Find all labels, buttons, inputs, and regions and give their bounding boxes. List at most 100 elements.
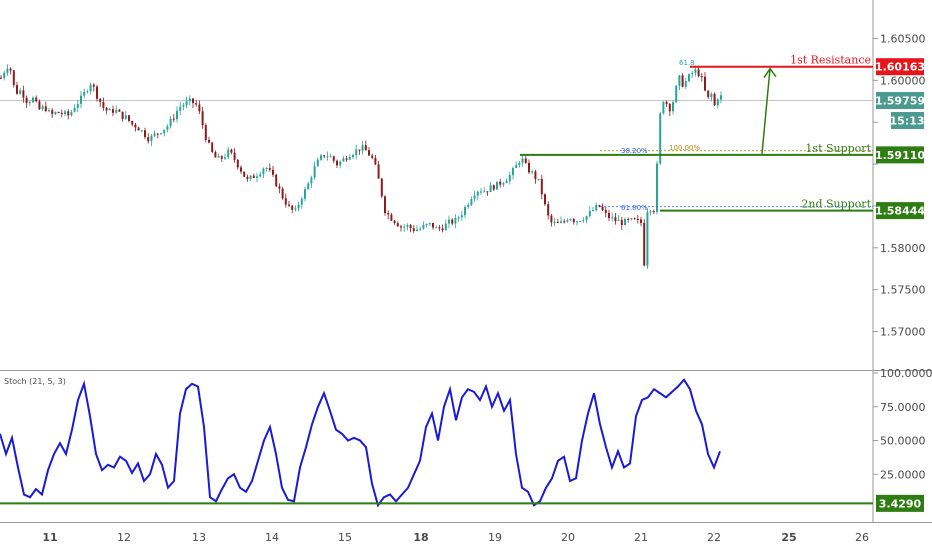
candle-body <box>384 196 386 214</box>
candle-body <box>137 127 140 131</box>
candle-body <box>89 84 92 92</box>
candle-body <box>672 102 674 112</box>
candle-body <box>83 91 86 96</box>
support-1-badge: 1.59110 <box>875 146 925 164</box>
candle-body <box>345 158 348 160</box>
candle-body <box>518 162 521 165</box>
candle-body <box>214 152 217 158</box>
candle-body <box>169 118 172 127</box>
candle-body <box>233 152 236 160</box>
candle-body <box>227 149 230 158</box>
candle-body <box>217 156 220 158</box>
candle-body <box>243 171 246 177</box>
candle-body <box>179 106 182 111</box>
fib-label-61-80: 61.80% <box>621 204 648 212</box>
candle-body <box>172 118 175 120</box>
candle-body <box>620 220 623 226</box>
candle-body <box>624 218 626 226</box>
candle-body <box>54 112 57 115</box>
candle-body <box>163 129 166 134</box>
svg-text:15:13: 15:13 <box>889 115 924 128</box>
candle-body <box>275 174 278 187</box>
candle-body <box>496 181 498 190</box>
candle-body <box>707 90 710 98</box>
candle-body <box>684 81 687 87</box>
candle-body <box>182 105 185 107</box>
candle-body <box>358 149 361 151</box>
price-tick-label: 1.57000 <box>880 326 926 339</box>
svg-text:1.59110: 1.59110 <box>875 149 925 162</box>
candle-body <box>409 225 412 229</box>
candle-body <box>502 183 505 185</box>
candle-body <box>556 222 559 224</box>
candle-body <box>41 106 44 110</box>
candle-body <box>185 101 188 106</box>
candle-body <box>230 149 233 153</box>
candle-body <box>486 191 489 193</box>
candle-body <box>281 188 284 199</box>
candle-body <box>320 155 322 160</box>
candle-body <box>32 97 34 103</box>
candle-body <box>12 70 15 86</box>
candle-body <box>352 155 354 158</box>
candle-body <box>272 169 274 175</box>
candle-body <box>688 74 690 82</box>
candle-body <box>252 175 255 178</box>
candle-body <box>531 171 534 173</box>
candle-body <box>368 150 370 156</box>
time-axis: 11 12 13 14 15 18 19 20 21 22 25 26 <box>42 531 869 544</box>
candle-body <box>307 183 310 190</box>
candle-body <box>387 213 390 215</box>
candle-body <box>128 115 130 121</box>
candle-body <box>6 68 9 73</box>
projection-arrow <box>761 67 777 154</box>
candle-body <box>67 111 70 116</box>
candle-body <box>99 98 102 103</box>
candle-body <box>64 111 66 115</box>
candle-body <box>246 176 249 179</box>
candle-body <box>22 90 25 98</box>
candle-body <box>425 224 428 226</box>
date-label: 12 <box>117 531 131 544</box>
candle-body <box>691 72 694 75</box>
candle-body <box>393 220 396 224</box>
candle-body <box>675 85 678 103</box>
candle-body <box>176 110 178 120</box>
candle-body <box>144 130 146 138</box>
date-label: 15 <box>338 531 352 544</box>
candle-body <box>566 220 569 222</box>
candle-body <box>416 229 418 232</box>
candle-body <box>713 93 716 106</box>
candle-body <box>444 223 447 231</box>
price-tick-label: 1.57500 <box>880 284 926 297</box>
svg-text:3.4290: 3.4290 <box>879 497 922 510</box>
candle-body <box>112 109 114 113</box>
candle-body <box>704 76 706 91</box>
candle-body <box>51 110 54 115</box>
candle-body <box>38 101 41 110</box>
candle-body <box>208 140 210 143</box>
candle-body <box>611 217 614 219</box>
candle-body <box>364 145 367 151</box>
candle-body <box>124 115 127 119</box>
candle-body <box>464 207 466 216</box>
candle-body <box>678 75 681 86</box>
candle-body <box>617 220 620 222</box>
candle-body <box>470 199 473 205</box>
candle-body <box>268 168 271 170</box>
date-label: 19 <box>488 531 502 544</box>
date-label: 26 <box>855 531 869 544</box>
candle-body <box>278 186 281 189</box>
candle-body <box>86 91 89 93</box>
candle-body <box>160 133 162 135</box>
candle-body <box>115 109 118 113</box>
price-axis: 1.57000 1.57500 1.58000 1.60000 1.60500 <box>873 32 926 339</box>
candle-body <box>195 103 198 105</box>
date-label: 25 <box>781 531 796 544</box>
candle-body <box>563 221 566 223</box>
candle-body <box>60 112 63 115</box>
candle-body <box>134 124 137 128</box>
candle-body <box>396 223 399 227</box>
candle-body <box>220 156 223 159</box>
